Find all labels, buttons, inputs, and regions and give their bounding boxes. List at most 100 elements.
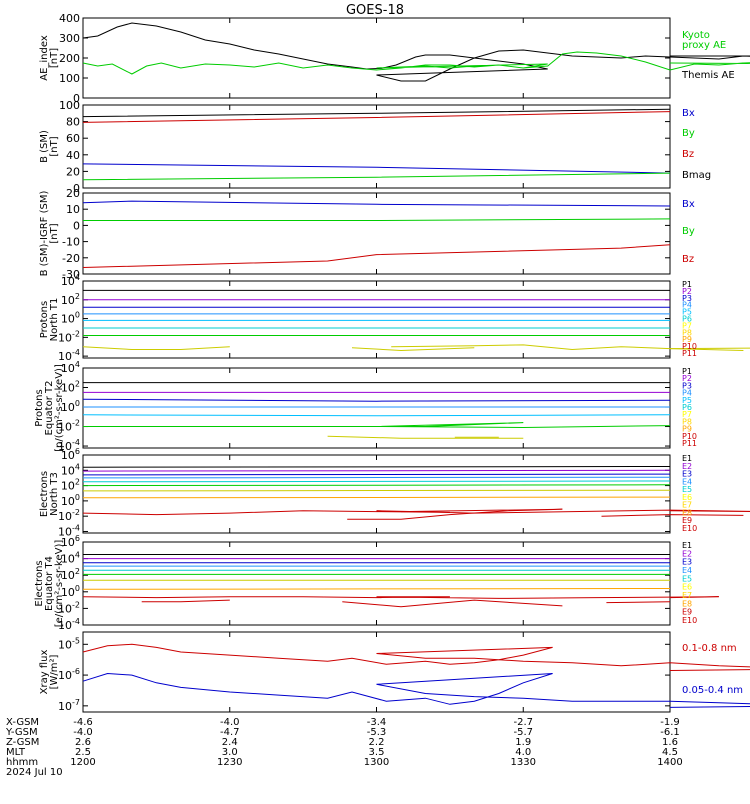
axis-row-label: hhmm	[6, 757, 38, 768]
panel-frame	[82, 367, 671, 449]
series-line	[141, 599, 230, 603]
series-line	[82, 200, 671, 207]
legend-entry: E5	[682, 574, 692, 583]
legend-entry: E8	[682, 599, 692, 608]
series-line	[347, 508, 563, 520]
legend-entry: proxy AE	[682, 40, 726, 51]
legend-entry: 0.05-0.4 nm	[682, 685, 743, 696]
y-tick-label: 10-5	[58, 636, 80, 651]
axis-value: 2.5	[75, 747, 91, 758]
legend-entry: Bx	[682, 199, 695, 210]
panel-bigrf: -30 -20 -10 0 10 20 B (SM)-IGRF (SM)[nT] Bx By Bz	[39, 187, 695, 281]
series-line	[82, 588, 671, 590]
y-tick-label: 102	[61, 292, 80, 307]
legend-entry: P6	[682, 315, 692, 324]
legend-entry: E10	[682, 616, 697, 625]
y-tick-label: 60	[66, 132, 80, 145]
axis-row-label: 2024 Jul 10	[6, 767, 63, 778]
y-axis-label: ElectronsNorth T3	[39, 471, 60, 517]
legend-entry: E6	[682, 583, 692, 592]
legend-entry: E9	[682, 608, 692, 617]
y-axis-label: B (SM)[nT]	[39, 130, 60, 163]
legend-entry: E2	[682, 462, 692, 471]
axis-value: 4.5	[662, 747, 678, 758]
axis-value: 1.6	[662, 737, 678, 748]
y-axis-label: ProtonsEquator T2[p/(cm²-s-sr-keV)]	[34, 364, 65, 452]
axis-value: -6.1	[660, 727, 680, 738]
legend-entry: E9	[682, 516, 692, 525]
legend-entry: Kyoto	[682, 30, 710, 41]
y-tick-label: 40	[66, 149, 80, 162]
axis-value: 1400	[657, 757, 682, 768]
legend-entry: P11	[682, 439, 697, 448]
y-tick-label: 10-6	[58, 667, 80, 682]
series-line	[82, 22, 750, 82]
legend-entry: P9	[682, 335, 692, 344]
series-line	[82, 111, 671, 123]
series-line	[82, 466, 671, 468]
panel-frame	[82, 280, 671, 359]
series-line	[351, 347, 475, 352]
series-line	[82, 346, 230, 350]
series-line	[82, 672, 750, 708]
series-line	[82, 244, 671, 268]
axis-value: -4.0	[220, 717, 240, 728]
legend-entry: E1	[682, 454, 692, 463]
series-line	[82, 509, 750, 516]
series-line	[82, 51, 750, 75]
axis-value: -4.7	[220, 727, 240, 738]
y-tick-label: 100	[59, 99, 80, 112]
series-line	[82, 108, 671, 118]
legend-entry: P5	[682, 396, 692, 405]
series-line	[82, 172, 671, 181]
legend-entry: P1	[682, 367, 692, 376]
y-axis-label: AE_index[nT]	[39, 35, 60, 81]
legend-entry: P9	[682, 425, 692, 434]
legend-entry: E8	[682, 508, 692, 517]
axis-value: -3.4	[367, 717, 387, 728]
series-line	[669, 347, 750, 350]
series-line	[82, 489, 671, 492]
series-line	[82, 414, 671, 417]
axis-value: 2.2	[369, 737, 385, 748]
legend-entry: E3	[682, 558, 692, 567]
axis-value: 1.9	[515, 737, 531, 748]
legend-entry: E7	[682, 501, 692, 510]
series-line	[606, 601, 671, 604]
panel-frame	[82, 631, 671, 713]
legend-entry: E7	[682, 591, 692, 600]
axis-value: -5.7	[513, 727, 533, 738]
axis-value: 4.0	[515, 747, 531, 758]
legend-entry: Bz	[682, 254, 694, 265]
y-tick-label: 200	[59, 52, 80, 65]
series-line	[342, 599, 563, 608]
y-tick-label: 106	[61, 447, 80, 462]
series-line	[82, 484, 671, 487]
legend-entry: Bmag	[682, 170, 711, 181]
series-line	[82, 643, 750, 671]
y-tick-label: 100	[61, 493, 80, 508]
y-tick-label: -30	[62, 268, 80, 281]
legend-entry: P2	[682, 287, 692, 296]
legend-entry: P7	[682, 321, 692, 330]
series-line	[82, 473, 671, 476]
y-tick-label: 0	[73, 92, 80, 105]
legend-entry: By	[682, 128, 695, 139]
axis-value: -5.3	[367, 727, 387, 738]
axis-value: 1200	[70, 757, 95, 768]
legend-entry: P2	[682, 374, 692, 383]
axis-value: -4.6	[73, 717, 93, 728]
series-line	[82, 398, 671, 402]
axis-value: -1.9	[660, 717, 680, 728]
legend-entry: P3	[682, 381, 692, 390]
legend-entry: P8	[682, 328, 692, 337]
legend-entry: Bx	[682, 108, 695, 119]
legend-entry: P10	[682, 342, 697, 351]
axis-value: -2.7	[513, 717, 533, 728]
legend-entry: E2	[682, 549, 692, 558]
legend-entry: Themis AE	[681, 70, 735, 81]
axis-row-label: Z-GSM	[6, 737, 39, 748]
